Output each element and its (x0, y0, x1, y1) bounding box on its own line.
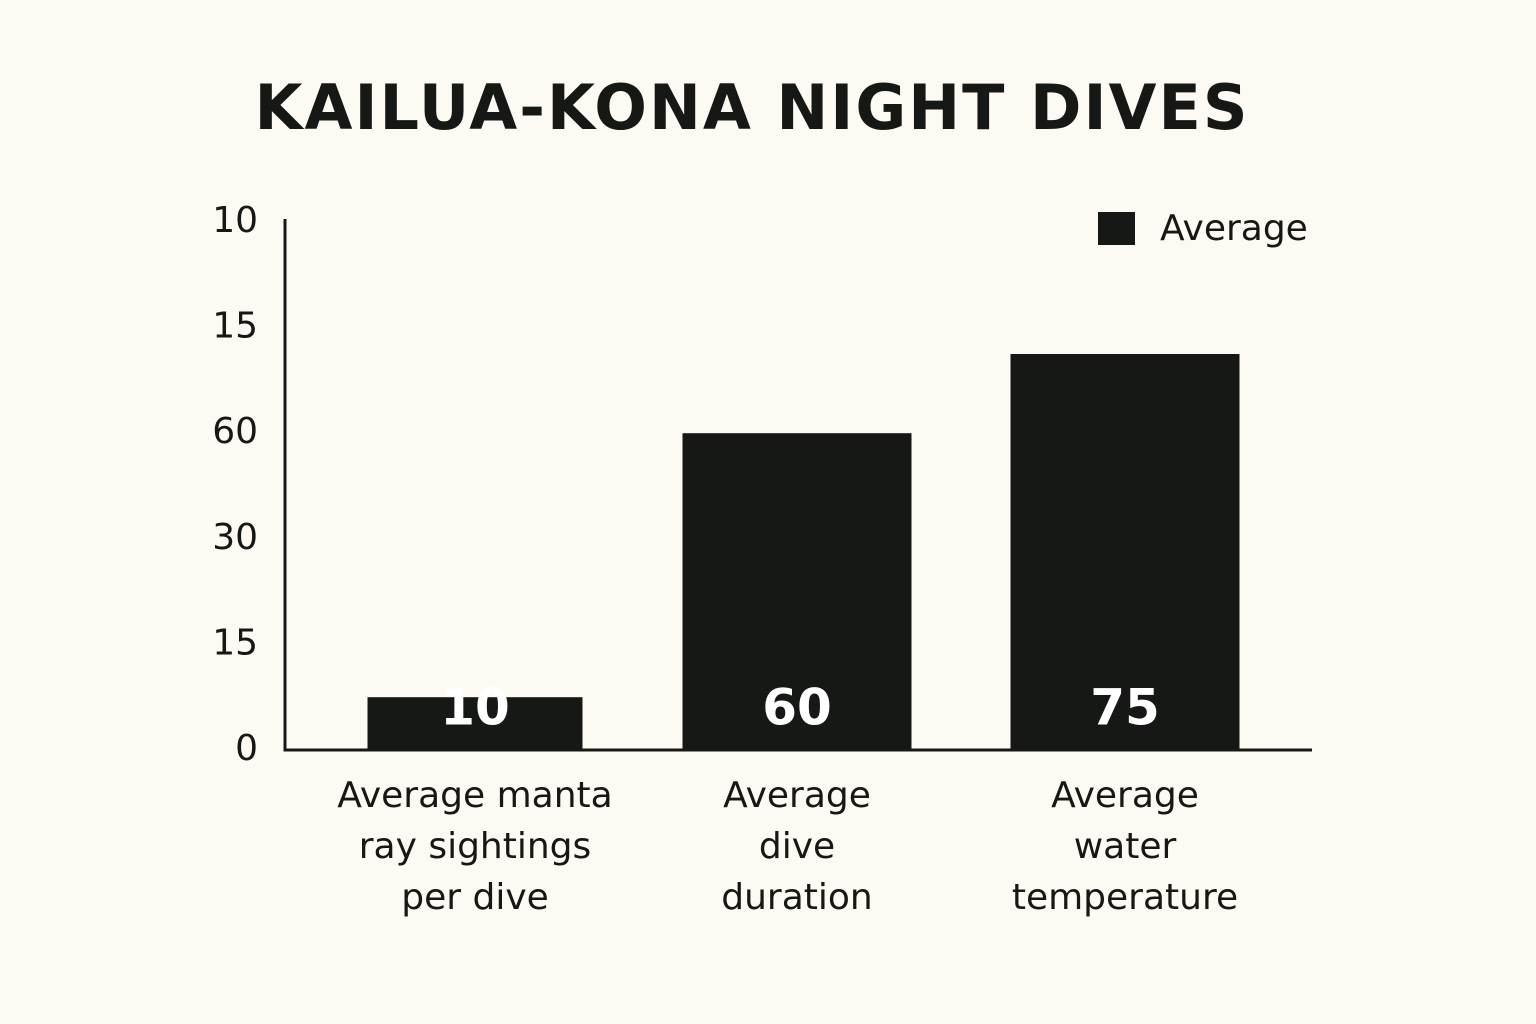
x-label-box: Average water temperature (1011, 775, 1239, 918)
y-tick-label: 0 (235, 728, 258, 769)
bar (367, 697, 583, 750)
legend-label: Average (1160, 208, 1308, 249)
y-tick-label: 15 (212, 622, 258, 663)
x-label-box: Average dive duration (721, 775, 873, 918)
y-tick-label: 15 (212, 306, 258, 347)
bar (682, 433, 912, 750)
y-tick-label: 10 (212, 200, 258, 241)
x-tick-label: Average dive duration (721, 775, 873, 918)
value-label: 75 (1090, 679, 1160, 737)
value-label: 60 (762, 679, 832, 737)
chart-title: KAILUA-KONA NIGHT DIVES (254, 71, 1249, 144)
y-tick-label: 30 (212, 517, 258, 558)
legend-swatch (1098, 212, 1135, 245)
x-tick-label: Average water temperature (1011, 775, 1239, 918)
y-tick-label: 60 (212, 411, 258, 452)
value-label: 10 (440, 679, 510, 737)
x-tick-label: Average manta ray sightings per dive (337, 775, 613, 918)
x-label-box: Average manta ray sightings per dive (337, 775, 613, 918)
bar (1010, 354, 1240, 750)
